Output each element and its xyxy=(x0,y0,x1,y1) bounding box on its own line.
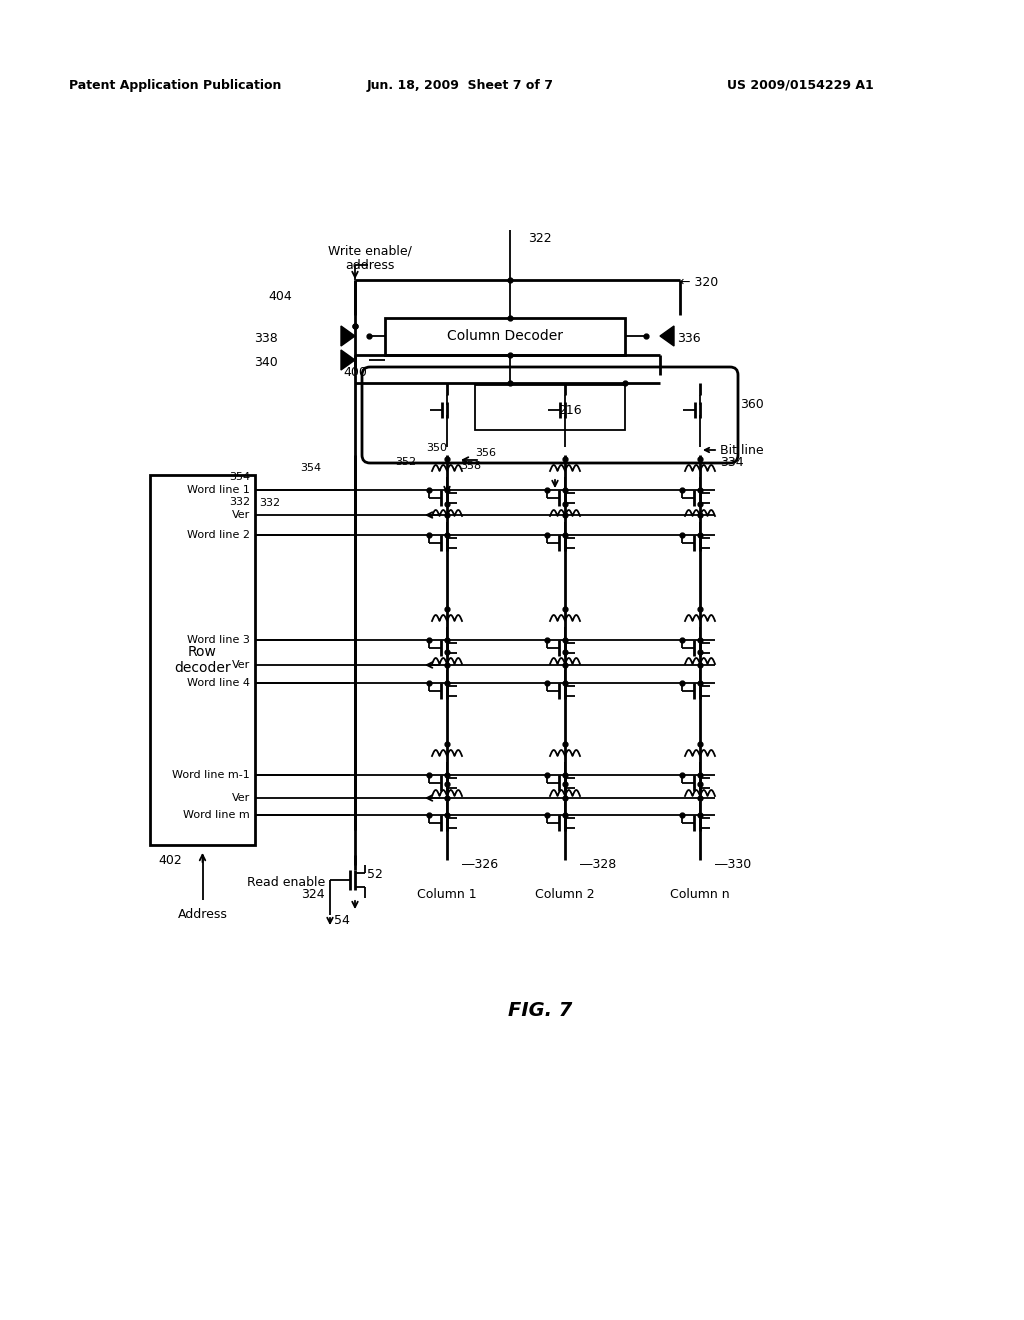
Text: Column 2: Column 2 xyxy=(536,888,595,902)
Text: 352: 352 xyxy=(395,457,416,467)
Text: Word line 2: Word line 2 xyxy=(187,531,250,540)
Text: 400: 400 xyxy=(343,366,367,379)
Text: 334: 334 xyxy=(720,455,743,469)
Bar xyxy=(150,475,255,845)
Text: Word line 1: Word line 1 xyxy=(187,484,250,495)
Text: Ver: Ver xyxy=(231,660,250,671)
Text: Jun. 18, 2009  Sheet 7 of 7: Jun. 18, 2009 Sheet 7 of 7 xyxy=(367,78,554,91)
Text: Row
decoder: Row decoder xyxy=(174,645,230,675)
Text: ―328: ―328 xyxy=(580,858,616,871)
Bar xyxy=(475,385,625,430)
Text: FIG. 7: FIG. 7 xyxy=(508,1001,572,1019)
Text: Ver: Ver xyxy=(231,793,250,803)
FancyBboxPatch shape xyxy=(362,367,738,463)
Text: 332: 332 xyxy=(259,498,280,508)
Polygon shape xyxy=(660,326,674,346)
Text: 332: 332 xyxy=(229,498,250,507)
Bar xyxy=(385,318,625,355)
Text: Column Decoder: Column Decoder xyxy=(447,330,563,343)
Text: Patent Application Publication: Patent Application Publication xyxy=(69,78,282,91)
Text: Bit line: Bit line xyxy=(720,444,764,457)
Polygon shape xyxy=(341,326,355,346)
Text: 54: 54 xyxy=(334,913,350,927)
Text: 402: 402 xyxy=(158,854,181,866)
Text: 354: 354 xyxy=(229,473,250,482)
Text: 52: 52 xyxy=(367,869,383,882)
Text: 356: 356 xyxy=(475,447,496,458)
Text: ―330: ―330 xyxy=(715,858,752,871)
Text: 336: 336 xyxy=(677,331,700,345)
Text: 350: 350 xyxy=(427,444,447,453)
Text: Write enable/
address: Write enable/ address xyxy=(328,244,412,272)
Text: 404: 404 xyxy=(268,289,292,302)
Text: Column n: Column n xyxy=(670,888,730,902)
Text: 354: 354 xyxy=(300,463,321,473)
Text: 216: 216 xyxy=(558,404,582,417)
Text: ← 320: ← 320 xyxy=(680,276,718,289)
Text: Read enable: Read enable xyxy=(247,875,325,888)
Text: 360: 360 xyxy=(740,399,764,412)
Text: Address: Address xyxy=(177,908,227,921)
Text: 338: 338 xyxy=(254,331,278,345)
Text: ―326: ―326 xyxy=(462,858,498,871)
Polygon shape xyxy=(341,350,355,370)
Text: 340: 340 xyxy=(254,355,278,368)
Text: Word line m-1: Word line m-1 xyxy=(172,770,250,780)
Text: US 2009/0154229 A1: US 2009/0154229 A1 xyxy=(727,78,873,91)
Text: Ver: Ver xyxy=(231,510,250,520)
Text: Column 1: Column 1 xyxy=(417,888,477,902)
Text: 324: 324 xyxy=(301,888,325,902)
Text: 358: 358 xyxy=(460,461,481,471)
Text: 322: 322 xyxy=(528,231,552,244)
Text: Word line m: Word line m xyxy=(183,810,250,820)
Text: Word line 4: Word line 4 xyxy=(187,678,250,688)
Text: Word line 3: Word line 3 xyxy=(187,635,250,645)
